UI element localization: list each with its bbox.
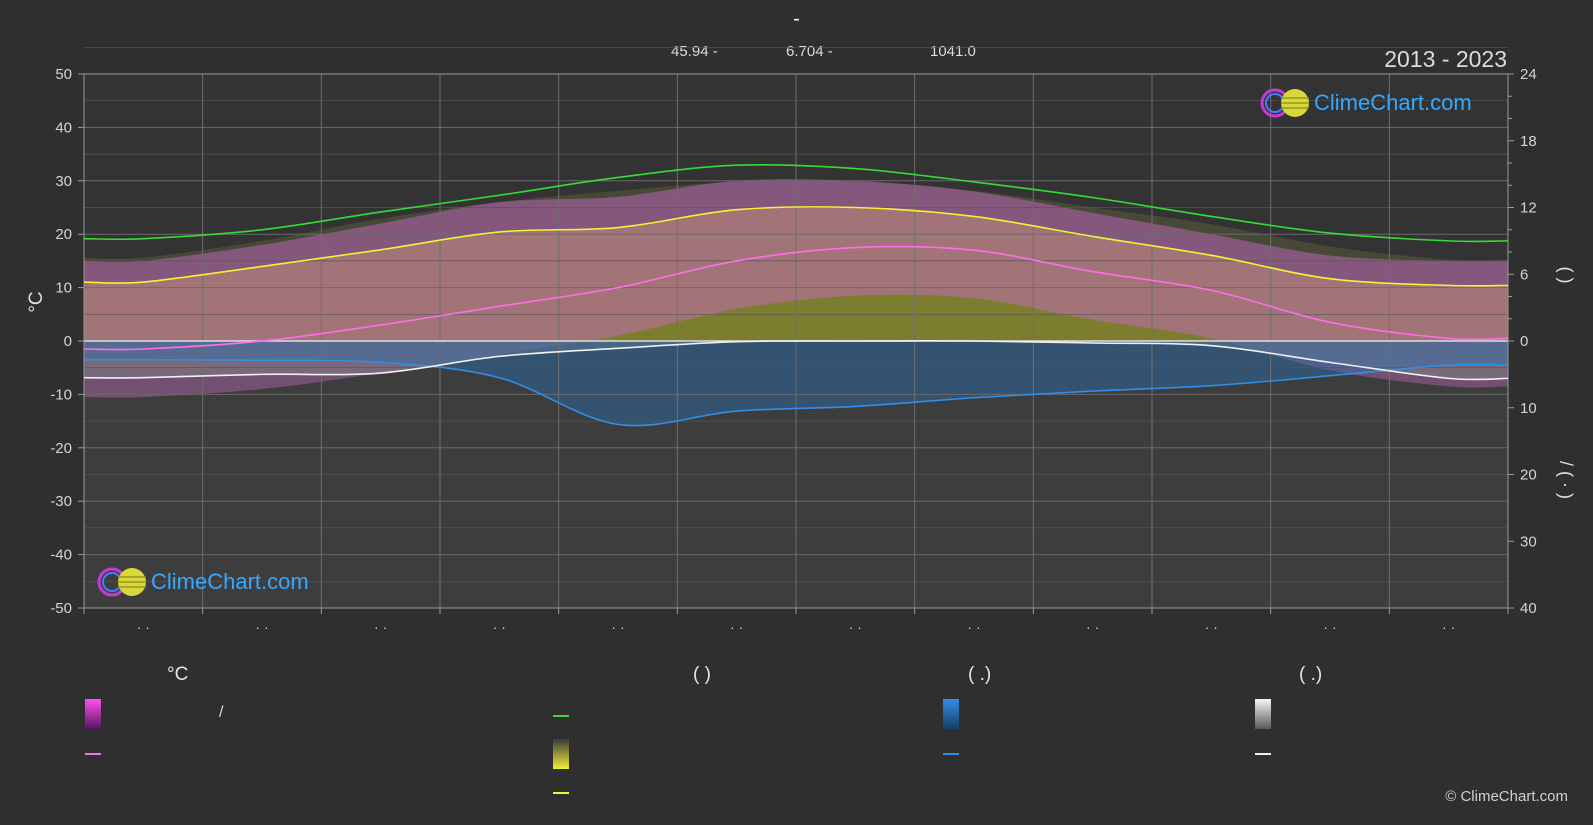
y-left-axis-label: °C [26,291,47,312]
y-left-tick-label: 10 [55,280,72,297]
y-left-tick-label: 50 [55,66,72,83]
y-right-hours-tick-label: 24 [1520,66,1537,83]
climechart-logo-icon [1260,88,1309,118]
x-tick-label: · · [1086,619,1099,635]
legend-heading-temperature: °C [167,664,189,685]
x-tick-label: · · [137,619,150,635]
copyright: © ClimeChart.com [1445,788,1568,805]
y-left-tick-label: 40 [55,119,72,136]
y-left-tick-label: 30 [55,173,72,190]
legend-heading-snow: ( .) [1299,664,1323,685]
y-right-mm-tick-label: 10 [1520,400,1537,417]
chart-title: - [793,8,800,30]
x-tick-label: · · [1323,619,1336,635]
legend-swatch-sunshine [553,739,569,769]
legend-swatch-snow [1255,699,1271,729]
year-range: 2013 - 2023 [1384,46,1507,72]
legend-line-snow [1255,753,1271,755]
y-right-hours-tick-label: 18 [1520,133,1537,150]
y-right-mm-tick-label: 30 [1520,533,1537,550]
legend-swatch-rain [943,699,959,729]
logo-top[interactable]: ClimeChart.com [1258,86,1472,120]
axes: 50 40 30 20 10 0 -10 -20 -30 -40 -50 °C 24 18 12 6 0 10 20… [26,66,1576,635]
x-tick-label: · · [967,619,980,635]
x-tick-label: · · [849,619,862,635]
logo-bottom[interactable]: ClimeChart.com [95,565,309,599]
y-left-tick-label: -20 [50,440,72,457]
y-right-hours-label: ( ) [1556,267,1576,284]
y-left-tick-label: -30 [50,493,72,510]
series-lines [83,163,1509,427]
y-left-tick-label: 20 [55,226,72,243]
x-tick-label: · · [493,619,506,635]
y-right-mm-tick-label: 40 [1520,600,1537,617]
x-tick-label: · · [1442,619,1455,635]
legend-line-sunshine [553,792,569,794]
legend-heading-rain: ( .) [968,664,992,685]
x-tick-label: · · [255,619,268,635]
x-tick-label: · · [611,619,624,635]
daylight-line [83,163,1509,243]
legend-line-daylight [553,715,569,717]
y-right-hours-tick-label: 6 [1520,266,1528,283]
x-tick-label: · · [1205,619,1218,635]
logo-text: ClimeChart.com [1314,90,1472,115]
x-tick-label: · · [374,619,387,635]
rain-line [83,358,1509,427]
climechart-logo-icon [97,567,146,597]
temp-mean-line [83,245,1509,351]
y-right-mm-label: / ( · ) [1556,461,1576,499]
legend-line-temp-mean [85,753,101,755]
logo-text: ClimeChart.com [151,569,309,594]
y-left-tick-label: 0 [64,333,72,350]
y-right-hours-tick-label: 0 [1520,333,1528,350]
snow-line [83,340,1509,381]
y-right-mm-tick-label: 20 [1520,467,1537,484]
y-right-hours-tick-label: 12 [1520,200,1537,217]
y-left-tick-label: -10 [50,386,72,403]
y-left-tick-label: -40 [50,547,72,564]
climate-chart: 50 40 30 20 10 0 -10 -20 -30 -40 -50 °C 24 18 12 6 0 10 20… [26,46,1576,635]
legend-swatch-temp-range [85,699,101,729]
y-left-tick-label: -50 [50,600,72,617]
x-tick-label: · · [730,619,743,635]
legend-heading-sun: ( ) [693,664,711,685]
sunshine-line [83,206,1509,287]
legend-label-temp-range: / [219,704,224,721]
legend-line-rain [943,753,959,755]
